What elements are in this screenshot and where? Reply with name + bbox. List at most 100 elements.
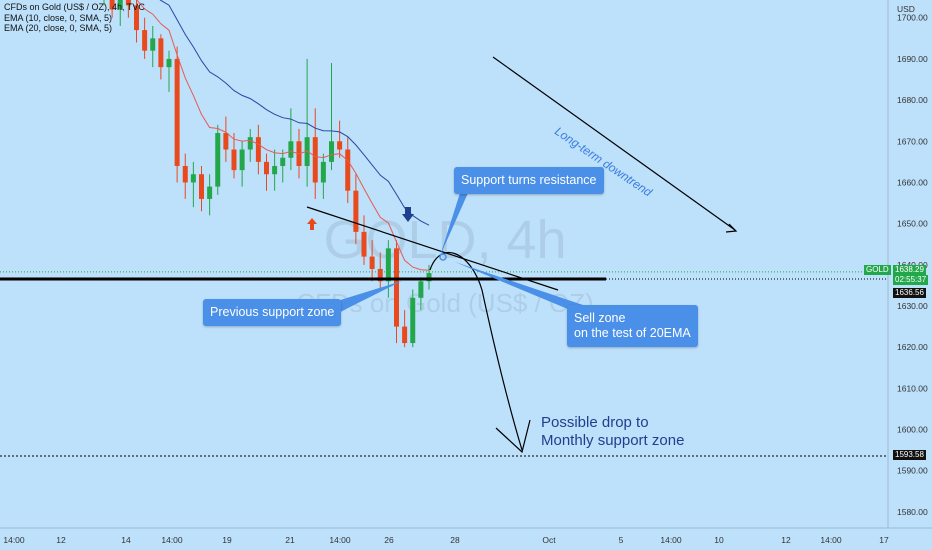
candle-body bbox=[158, 38, 164, 68]
note-sell-zone: Sell zone on the test of 20EMA bbox=[567, 305, 698, 347]
x-tick-label: 10 bbox=[714, 535, 724, 545]
note-sell-zone-line1: Sell zone bbox=[574, 311, 626, 325]
x-tick-label: 14:00 bbox=[820, 535, 842, 545]
x-tick-label: 14:00 bbox=[329, 535, 351, 545]
note-possible-drop: Possible drop to Monthly support zone bbox=[541, 414, 684, 450]
y-tick-label: 1680.00 bbox=[897, 95, 928, 105]
candle-body bbox=[385, 248, 391, 282]
downtrend-arrowhead bbox=[725, 223, 738, 233]
y-tick-label: 1610.00 bbox=[897, 383, 928, 393]
y-tick-label: 1660.00 bbox=[897, 177, 928, 187]
drawings bbox=[306, 56, 738, 454]
y-tick-label: 1640.00 bbox=[897, 260, 928, 270]
x-tick-label: 19 bbox=[222, 535, 232, 545]
candle-body bbox=[288, 141, 294, 158]
last-price-tag: 1638.29 bbox=[893, 265, 926, 275]
candle-body bbox=[125, 0, 131, 6]
candle-body bbox=[272, 165, 278, 175]
legend-ema10[interactable]: EMA (10, close, 0, SMA, 5) bbox=[4, 12, 113, 23]
candle-body bbox=[207, 186, 213, 199]
candle-body bbox=[150, 38, 156, 51]
x-tick-label: 14:00 bbox=[161, 535, 183, 545]
x-tick-label: 5 bbox=[619, 535, 624, 545]
candle-body bbox=[426, 273, 432, 282]
candle-body bbox=[410, 297, 416, 344]
y-tick-label: 1670.00 bbox=[897, 136, 928, 146]
downtrend-line bbox=[492, 56, 736, 231]
candle-body bbox=[337, 141, 343, 150]
level-a-tag: 1636.56 bbox=[893, 288, 926, 298]
x-tick-label: 14 bbox=[121, 535, 131, 545]
candle-body bbox=[134, 5, 139, 31]
legend-title[interactable]: CFDs on Gold (US$ / OZ), 4h, TVC bbox=[4, 2, 145, 12]
legend-ema20[interactable]: EMA (20, close, 0, SMA, 5) bbox=[4, 23, 113, 33]
note-support-turns-resistance: Support turns resistance bbox=[454, 167, 604, 194]
y-tick-label: 1630.00 bbox=[897, 301, 928, 311]
chart-legend: CFDs on Gold (US$ / OZ), 4h, TVC EMA (10… bbox=[4, 2, 145, 34]
x-tick-label: 28 bbox=[450, 535, 460, 545]
note-pointer-previous-support bbox=[334, 281, 402, 312]
note-possible-drop-line2: Monthly support zone bbox=[541, 432, 685, 449]
watermark-symbol: GOLD, 4h bbox=[323, 210, 566, 270]
candle-body bbox=[142, 30, 148, 51]
up-arrow-icon bbox=[307, 218, 317, 230]
x-tick-label: 14:00 bbox=[3, 535, 25, 545]
y-tick-label: 1600.00 bbox=[897, 425, 928, 435]
candle-body bbox=[223, 133, 229, 150]
candle-body bbox=[255, 137, 261, 162]
countdown-tag: 02:55:37 bbox=[893, 275, 929, 285]
x-tick-label: 12 bbox=[56, 535, 66, 545]
candle-body bbox=[361, 231, 367, 257]
x-tick-label: 26 bbox=[384, 535, 394, 545]
x-tick-label: Oct bbox=[542, 535, 556, 545]
y-tick-label: 1650.00 bbox=[897, 219, 928, 229]
candle-body bbox=[329, 141, 334, 162]
resistance-trendline bbox=[306, 206, 559, 291]
note-possible-drop-line1: Possible drop to bbox=[541, 414, 649, 431]
candle-body bbox=[320, 161, 326, 183]
x-tick-label: 21 bbox=[285, 535, 295, 545]
y-tick-label: 1700.00 bbox=[897, 13, 928, 23]
note-pointer-resistance bbox=[440, 193, 468, 256]
y-tick-label: 1620.00 bbox=[897, 342, 928, 352]
candle-body bbox=[215, 133, 221, 187]
candle-body bbox=[109, 0, 115, 10]
y-tick-label: 1590.00 bbox=[897, 466, 928, 476]
note-sell-zone-line2: on the test of 20EMA bbox=[574, 326, 691, 340]
candles bbox=[103, 0, 432, 348]
projected-drop-arrowhead bbox=[495, 419, 531, 454]
candle-body bbox=[264, 161, 269, 175]
note-pointer-sell-zone bbox=[455, 262, 586, 312]
candle-body bbox=[199, 174, 204, 199]
level-b-tag: 1593.58 bbox=[893, 450, 926, 460]
down-arrow-icon bbox=[402, 207, 414, 222]
candle-body bbox=[117, 0, 123, 10]
candle-body bbox=[353, 190, 359, 232]
candle-body bbox=[190, 174, 196, 183]
y-tick-label: 1580.00 bbox=[897, 507, 928, 517]
candle-body bbox=[418, 281, 424, 298]
candle-body bbox=[239, 149, 245, 171]
candle-body bbox=[394, 248, 399, 327]
candle-body bbox=[231, 149, 237, 171]
x-tick-label: 14:00 bbox=[660, 535, 682, 545]
note-previous-support: Previous support zone bbox=[203, 299, 342, 326]
candle-body bbox=[402, 326, 408, 344]
y-axis-label: USD bbox=[897, 4, 915, 14]
candle-body bbox=[377, 268, 383, 282]
x-tick-label: 17 bbox=[879, 535, 889, 545]
candle-body bbox=[312, 137, 318, 183]
candle-body bbox=[247, 137, 253, 150]
projected-drop-curve bbox=[429, 252, 523, 451]
candle-body bbox=[182, 165, 188, 183]
ema-lines bbox=[136, 0, 430, 271]
candle-body bbox=[345, 149, 351, 191]
candle-body bbox=[280, 157, 286, 166]
candle-body bbox=[174, 58, 180, 166]
x-tick-label: 12 bbox=[781, 535, 791, 545]
y-tick-label: 1690.00 bbox=[897, 54, 928, 64]
ema10-line bbox=[136, 0, 430, 271]
symbol-tag: GOLD bbox=[864, 265, 891, 275]
